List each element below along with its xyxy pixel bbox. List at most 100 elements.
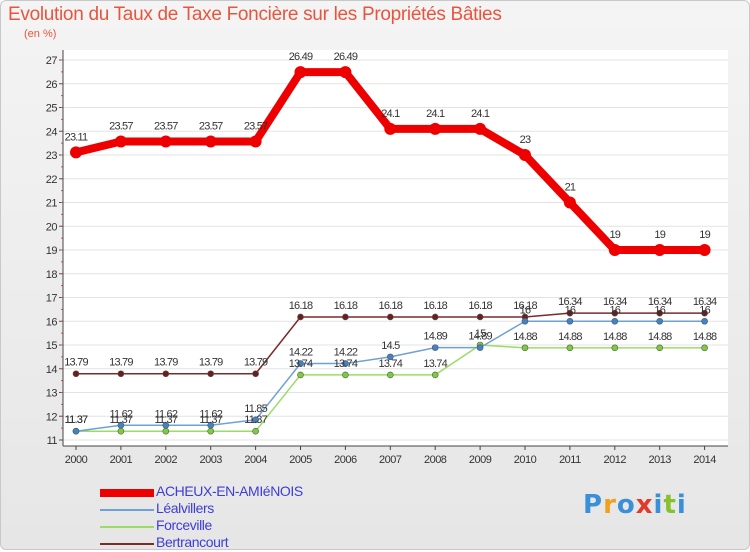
data-point-lealvillers	[342, 360, 349, 367]
data-label-lealvillers: 16	[609, 304, 620, 316]
data-point-lealvillers	[476, 344, 484, 351]
data-point-forceville	[431, 371, 439, 379]
data-point-bertrancourt	[476, 313, 484, 321]
data-label-forceville: 13.74	[289, 358, 313, 370]
data-label-acheux: 23.57	[154, 120, 178, 132]
legend-swatch-bertrancourt	[100, 543, 154, 545]
data-point-bertrancourt	[297, 313, 304, 321]
legend-label-bertrancourt: Bertrancourt	[156, 534, 229, 550]
x-tick-label: 2007	[379, 454, 402, 466]
data-label-forceville: 15	[475, 328, 486, 340]
data-point-lealvillers	[72, 427, 80, 435]
data-point-forceville	[611, 344, 619, 352]
x-tick-label: 2006	[334, 454, 357, 466]
legend-item-acheux: ACHEUX-EN-AMIéNOIS	[100, 483, 420, 501]
data-point-lealvillers	[162, 421, 170, 429]
data-point-bertrancourt	[252, 370, 259, 378]
data-label-lealvillers: 16	[699, 304, 710, 316]
logo-letter: P	[583, 490, 604, 520]
data-label-acheux: 23	[520, 134, 531, 146]
data-label-forceville: 14.88	[648, 331, 672, 343]
data-point-acheux	[608, 244, 621, 256]
x-tick-label: 2002	[155, 454, 178, 466]
legend-item-forceville: Forceville	[100, 517, 420, 535]
data-label-bertrancourt: 16.18	[423, 300, 447, 312]
x-tick-label: 2011	[559, 454, 581, 466]
data-point-bertrancourt	[701, 309, 708, 317]
data-label-bertrancourt: 13.79	[109, 357, 133, 369]
data-label-bertrancourt: 16.34	[603, 296, 627, 308]
data-label-bertrancourt: 16.18	[334, 300, 358, 312]
x-tick-label: 2014	[693, 454, 716, 466]
legend-label-acheux: ACHEUX-EN-AMIéNOIS	[156, 483, 303, 499]
data-label-forceville: 11.37	[199, 414, 222, 426]
data-point-forceville	[386, 371, 394, 379]
data-point-forceville	[207, 427, 214, 435]
data-label-forceville: 14.88	[603, 331, 627, 343]
data-point-forceville	[252, 427, 259, 435]
data-point-acheux	[294, 66, 307, 79]
data-label-lealvillers: 11.85	[244, 403, 267, 415]
data-point-acheux	[698, 244, 711, 256]
data-label-acheux: 23.57	[109, 120, 133, 132]
y-tick-label: 22	[46, 174, 58, 186]
x-tick-label: 2004	[244, 454, 267, 466]
logo-letter: o	[616, 490, 636, 520]
x-tick-label: 2000	[65, 454, 88, 466]
data-point-bertrancourt	[431, 313, 439, 321]
data-label-bertrancourt: 13.79	[64, 357, 88, 369]
data-label-acheux: 21	[565, 182, 576, 194]
y-tick-label: 16	[46, 316, 58, 328]
data-point-forceville	[117, 427, 125, 435]
data-label-acheux: 24.1	[381, 108, 400, 120]
data-point-lealvillers	[207, 421, 214, 429]
data-point-forceville	[701, 344, 708, 352]
data-label-acheux: 24.1	[426, 108, 445, 120]
data-label-bertrancourt: 13.79	[244, 357, 268, 369]
data-label-lealvillers: 14.89	[468, 331, 492, 343]
data-label-lealvillers: 14.22	[289, 347, 313, 359]
data-label-lealvillers: 11.62	[110, 408, 133, 420]
data-point-bertrancourt	[117, 370, 125, 378]
data-label-forceville: 11.37	[154, 414, 177, 426]
y-tick-label: 21	[46, 198, 58, 210]
data-label-bertrancourt: 16.18	[513, 300, 537, 312]
x-tick-label: 2012	[604, 454, 627, 466]
y-tick-label: 12	[46, 411, 58, 423]
y-tick-label: 17	[46, 293, 58, 305]
data-label-forceville: 11.37	[110, 414, 133, 426]
y-tick-label: 24	[46, 126, 58, 138]
legend-swatch-acheux	[100, 489, 154, 497]
data-point-bertrancourt	[656, 309, 664, 317]
data-point-forceville	[162, 427, 170, 435]
data-label-acheux: 19	[609, 229, 620, 241]
data-point-forceville	[297, 371, 304, 379]
data-point-acheux	[339, 66, 352, 79]
x-tick-label: 2009	[469, 454, 492, 466]
data-label-forceville: 11.37	[65, 414, 88, 426]
data-point-lealvillers	[521, 317, 529, 325]
data-label-forceville: 13.74	[379, 358, 403, 370]
data-label-lealvillers: 11.62	[199, 408, 222, 420]
data-label-bertrancourt: 16.34	[558, 296, 582, 308]
data-label-acheux: 19	[654, 229, 665, 241]
data-point-bertrancourt	[386, 313, 394, 321]
y-tick-label: 19	[46, 245, 58, 257]
y-tick-label: 27	[46, 55, 58, 67]
legend-swatch-lealvillers	[100, 509, 154, 511]
data-label-bertrancourt: 16.34	[693, 296, 717, 308]
logo-letter: x	[635, 490, 654, 520]
unit-label: (en %)	[24, 28, 57, 40]
data-label-bertrancourt: 13.79	[154, 357, 178, 369]
data-point-acheux	[70, 146, 82, 159]
y-tick-label: 11	[47, 435, 58, 447]
y-tick-label: 18	[46, 269, 58, 281]
x-tick-label: 2001	[110, 454, 133, 466]
y-tick-label: 15	[46, 340, 58, 352]
data-label-forceville: 14.88	[693, 331, 717, 343]
y-tick-label: 14	[46, 364, 58, 376]
legend-label-forceville: Forceville	[156, 517, 212, 533]
data-label-bertrancourt: 16.34	[648, 296, 672, 308]
x-tick-label: 2005	[289, 454, 312, 466]
